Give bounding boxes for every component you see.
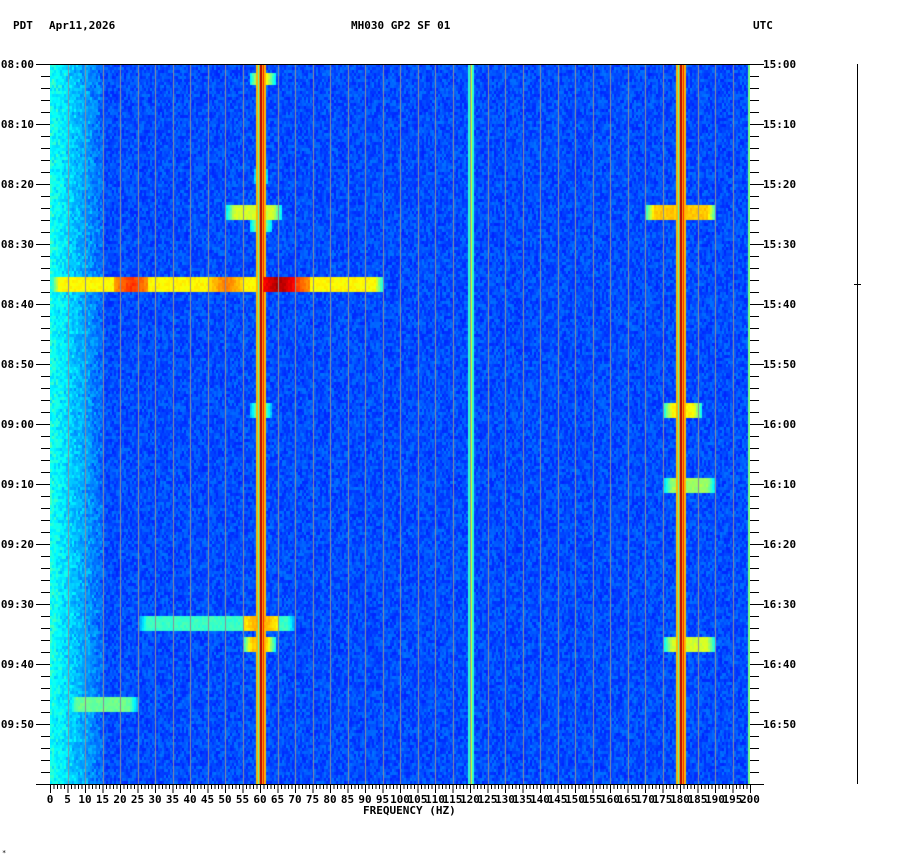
y-tick-label-left: 08:50 <box>0 358 34 371</box>
y-tick-label-right: 15:20 <box>763 178 797 191</box>
x-tick-label: 95 <box>375 793 390 806</box>
x-tick-label: 150 <box>565 793 585 806</box>
y-tick-label-right: 15:10 <box>763 118 797 131</box>
header-date: Apr11,2026 <box>49 19 116 32</box>
y-tick-label-left: 09:00 <box>0 418 34 431</box>
y-tick-label-right: 15:30 <box>763 238 797 251</box>
x-tick-label: 175 <box>652 793 673 806</box>
x-tick-label: 80 <box>323 793 337 806</box>
x-tick-label: 60 <box>253 793 267 806</box>
spectrogram-plot <box>50 64 750 784</box>
x-tick-label: 85 <box>340 793 355 806</box>
y-tick-label-left: 08:40 <box>0 298 34 311</box>
y-tick-label-left: 09:10 <box>0 478 34 491</box>
x-tick-label: 185 <box>687 793 708 806</box>
y-tick-label-right: 15:50 <box>763 358 797 371</box>
x-tick-label: 130 <box>495 793 515 806</box>
y-tick-label-left: 09:30 <box>0 598 34 611</box>
y-tick-label-left: 08:30 <box>0 238 34 251</box>
x-tick-label: 0 <box>46 793 54 806</box>
x-tick-label: 55 <box>235 793 250 806</box>
y-tick-label-left: 09:20 <box>0 538 34 551</box>
x-tick-label: 65 <box>270 793 285 806</box>
x-tick-label: 10 <box>78 793 92 806</box>
x-tick-label: 180 <box>670 793 690 806</box>
y-tick-label-right: 16:50 <box>763 718 797 731</box>
y-tick-label-left: 09:40 <box>0 658 34 671</box>
x-tick-label: 120 <box>460 793 480 806</box>
x-tick-label: 5 <box>64 793 71 806</box>
x-tick-label: 190 <box>705 793 725 806</box>
scale-bar-marker <box>854 284 861 285</box>
x-tick-label: 200 <box>740 793 760 806</box>
x-tick-label: 115 <box>442 793 463 806</box>
x-tick-label: 135 <box>512 793 533 806</box>
y-tick-label-left: 08:20 <box>0 178 34 191</box>
x-tick-label: 50 <box>218 793 232 806</box>
x-tick-label: 30 <box>148 793 162 806</box>
header-timezone-left: PDT <box>13 19 33 32</box>
x-tick-label: 35 <box>165 793 180 806</box>
x-tick-label: 110 <box>425 793 445 806</box>
x-tick-label: 165 <box>617 793 638 806</box>
x-tick-label: 75 <box>305 793 320 806</box>
y-tick-label-right: 16:20 <box>763 538 797 551</box>
x-tick-label: 20 <box>113 793 127 806</box>
y-tick-label-left: 09:50 <box>0 718 34 731</box>
x-tick-label: 140 <box>530 793 550 806</box>
x-tick-label: 145 <box>547 793 568 806</box>
x-tick-label: 25 <box>130 793 145 806</box>
footer-mark: * <box>2 849 7 857</box>
x-tick-label: 90 <box>358 793 372 806</box>
x-tick-label: 100 <box>390 793 410 806</box>
x-tick-label: 195 <box>722 793 743 806</box>
y-tick-label-left: 08:00 <box>0 58 34 71</box>
x-tick-label: 155 <box>582 793 603 806</box>
x-tick-label: 45 <box>200 793 215 806</box>
y-tick-label-right: 16:30 <box>763 598 797 611</box>
x-tick-label: 160 <box>600 793 620 806</box>
chart-title: MH030 GP2 SF 01 <box>351 19 451 32</box>
x-tick-label: 40 <box>183 793 197 806</box>
y-tick-label-right: 16:00 <box>763 418 797 431</box>
scale-bar <box>857 64 858 784</box>
x-tick-label: 170 <box>635 793 655 806</box>
x-tick-label: 125 <box>477 793 498 806</box>
header-timezone-right: UTC <box>753 19 773 32</box>
x-tick-label: 105 <box>407 793 428 806</box>
x-axis-title: FREQUENCY (HZ) <box>363 804 456 817</box>
y-tick-label-right: 15:00 <box>763 58 797 71</box>
y-tick-label-left: 08:10 <box>0 118 34 131</box>
x-tick-label: 15 <box>95 793 110 806</box>
y-tick-label-right: 15:40 <box>763 298 797 311</box>
y-tick-label-right: 16:40 <box>763 658 797 671</box>
x-tick-label: 70 <box>288 793 302 806</box>
y-tick-label-right: 16:10 <box>763 478 797 491</box>
